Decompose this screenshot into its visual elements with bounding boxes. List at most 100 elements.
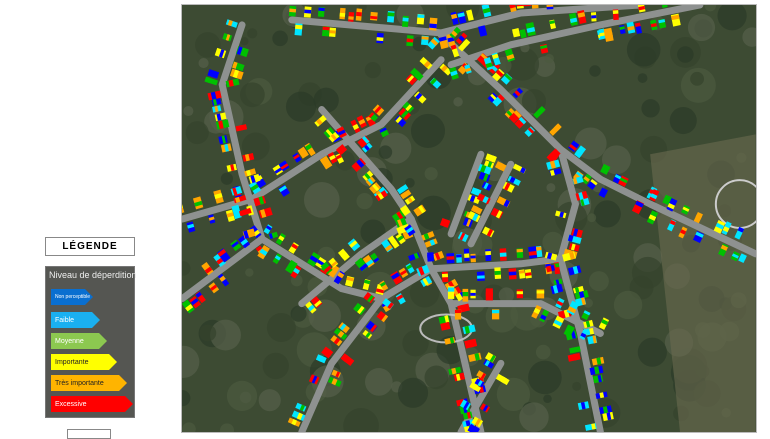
tree-patch	[186, 121, 209, 144]
building-heat-loss	[455, 310, 461, 320]
legend-panel: Niveau de déperdition Non perceptible Fa…	[45, 266, 135, 418]
tree-patch	[286, 92, 316, 122]
building-heat-loss	[421, 36, 429, 46]
roof-segment	[448, 287, 454, 291]
roof-segment	[494, 271, 500, 275]
roof-segment	[546, 4, 553, 7]
building-heat-loss	[448, 286, 454, 299]
tree-patch	[314, 88, 339, 113]
roof-segment	[537, 291, 545, 294]
roof-segment	[492, 310, 499, 313]
tree-patch	[632, 257, 664, 289]
tree-patch	[272, 31, 288, 47]
roof-segment	[322, 26, 329, 30]
building-heat-loss	[525, 269, 532, 279]
tree-patch	[614, 291, 642, 319]
tree-patch	[627, 33, 661, 67]
tree-patch	[240, 37, 248, 45]
legend-heading: Niveau de déperdition	[49, 270, 137, 280]
tree-patch	[398, 378, 428, 408]
roof-segment	[485, 251, 491, 255]
building-heat-loss	[322, 26, 330, 37]
building-heat-loss	[546, 4, 553, 9]
tree-patch	[677, 46, 694, 63]
roof-segment	[442, 274, 448, 278]
building-heat-loss	[528, 246, 537, 259]
tree-patch	[425, 167, 438, 180]
roof-segment	[289, 9, 296, 13]
roof-segment	[295, 25, 302, 30]
building-heat-loss	[427, 252, 434, 261]
legend-title: LÉGENDE	[45, 237, 135, 256]
building-heat-loss	[289, 6, 297, 17]
building-heat-loss	[304, 6, 312, 17]
tree-patch	[198, 58, 208, 68]
building-heat-loss	[519, 269, 526, 278]
building-heat-loss	[509, 268, 517, 279]
building-heat-loss	[442, 272, 448, 283]
building-heat-loss	[554, 4, 560, 5]
building-heat-loss	[470, 290, 475, 299]
tree-patch	[183, 106, 193, 116]
building-heat-loss	[613, 9, 619, 20]
legend-item-importante: Importante	[51, 354, 117, 370]
tree-patch	[536, 345, 551, 360]
roof-segment	[340, 13, 346, 17]
roof-segment	[429, 24, 437, 29]
tree-patch	[199, 325, 216, 342]
thermal-aerial-map[interactable]	[181, 4, 757, 433]
roof-segment	[486, 292, 493, 296]
building-heat-loss	[446, 253, 454, 263]
building-heat-loss	[485, 249, 491, 261]
tree-patch	[227, 381, 257, 411]
roof-segment	[470, 293, 475, 296]
roof-segment	[470, 255, 475, 258]
tree-patch	[365, 368, 393, 396]
tree-patch	[402, 330, 428, 356]
roof-segment	[500, 252, 507, 256]
roof-segment	[464, 253, 469, 257]
building-heat-loss	[329, 28, 336, 37]
tree-patch	[638, 338, 667, 367]
building-heat-loss	[318, 7, 325, 17]
building-heat-loss	[376, 33, 384, 44]
roof-segment	[509, 271, 517, 275]
roof-segment	[329, 30, 336, 34]
building-heat-loss	[429, 18, 437, 31]
legend-item-non-perceptible: Non perceptible	[51, 289, 93, 305]
tree-patch	[545, 54, 554, 63]
roof-segment	[417, 14, 424, 18]
building-heat-loss	[387, 11, 395, 23]
roof-segment	[613, 10, 619, 14]
roof-segment	[591, 15, 596, 18]
tree-patch	[379, 145, 393, 159]
building-heat-loss	[370, 12, 378, 21]
building-heat-loss	[494, 267, 501, 279]
tree-patch	[221, 173, 233, 185]
roof-segment	[356, 12, 362, 16]
roof-segment	[402, 17, 408, 21]
tree-patch	[411, 114, 445, 148]
tree-patch	[247, 28, 257, 38]
building-heat-loss	[339, 8, 345, 19]
building-heat-loss	[516, 4, 523, 9]
roof-segment	[477, 275, 485, 278]
roof-segment	[517, 291, 523, 294]
building-heat-loss	[486, 288, 493, 300]
roof-segment	[376, 37, 383, 41]
legend-item-excessive: Excessive	[51, 396, 133, 412]
roof-segment	[388, 12, 395, 16]
building-heat-loss	[417, 14, 425, 25]
building-heat-loss	[356, 8, 363, 20]
roof-segment	[421, 36, 428, 40]
tree-patch	[267, 313, 296, 342]
tree-patch	[543, 394, 552, 403]
roof-segment	[427, 254, 434, 257]
tree-patch	[641, 99, 659, 117]
roof-segment	[455, 310, 461, 313]
tree-patch	[263, 353, 289, 379]
tree-patch	[245, 268, 253, 276]
building-heat-loss	[591, 12, 597, 21]
roof-segment	[536, 246, 542, 250]
tree-patch	[519, 402, 548, 431]
